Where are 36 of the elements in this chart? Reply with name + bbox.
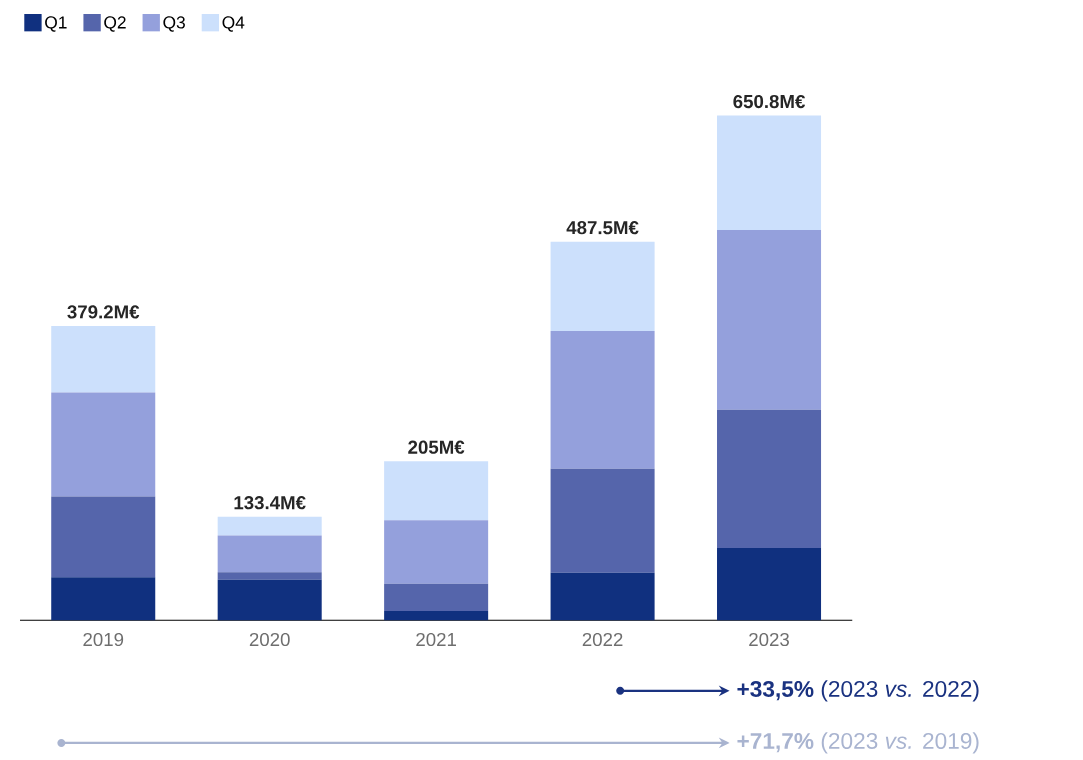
legend-label: Q3: [163, 16, 185, 32]
bar: [217, 579, 322, 621]
x-tick-label: 2019: [83, 632, 124, 647]
x-tick-label: 2023: [749, 632, 789, 647]
bar: [384, 461, 489, 521]
x-tick-label: 2022: [582, 632, 623, 647]
bar: [550, 330, 655, 469]
legend-label: Q2: [104, 16, 126, 32]
bar: [51, 392, 156, 497]
text: +71,7% (2023 vs. 2019): [737, 732, 979, 754]
bar: [384, 583, 489, 611]
annotation: 205M€: [408, 440, 465, 454]
annotation: 487.5M€: [566, 220, 639, 235]
bar: [717, 409, 822, 548]
text: +33,5% (2023 vs. 2022): [737, 680, 979, 702]
x-tick-label: 2021: [416, 632, 456, 647]
bar: [217, 535, 322, 573]
bar: [51, 577, 156, 621]
annotation: 379.2M€: [67, 305, 140, 319]
bar: [550, 572, 655, 621]
bar: [217, 572, 322, 580]
bar: [717, 547, 822, 621]
annotation: 133.4M€: [234, 495, 306, 510]
bar: [384, 610, 489, 621]
bar: [51, 496, 156, 578]
annotation: 650.8M€: [733, 94, 806, 109]
legend-label: Q4: [222, 16, 245, 32]
x-tick-label: 2020: [249, 632, 290, 647]
bar: [51, 325, 156, 393]
bar: [384, 520, 489, 584]
bar: [550, 241, 655, 331]
bar: [550, 468, 655, 573]
bar: [217, 516, 322, 536]
bar: [717, 229, 822, 410]
legend-label: Q1: [45, 16, 67, 32]
bar: [717, 115, 822, 230]
